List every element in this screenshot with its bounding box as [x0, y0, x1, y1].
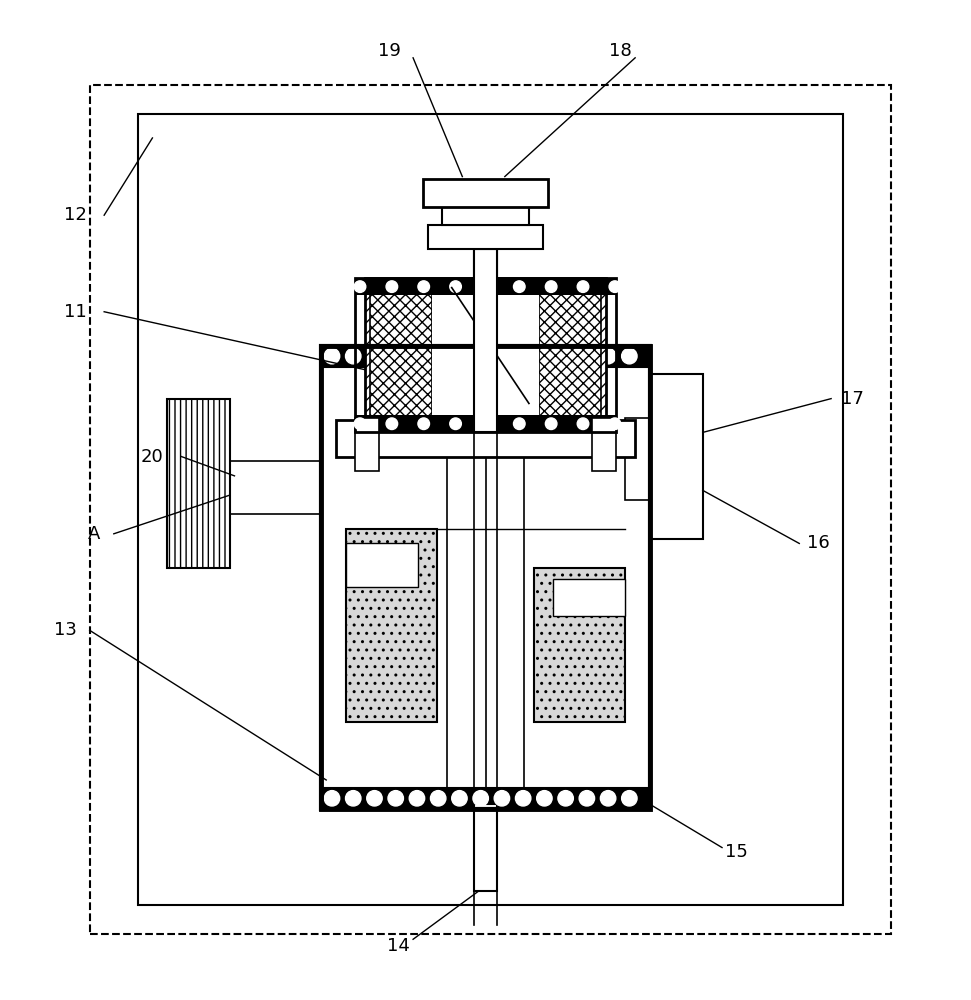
Text: 16: 16 [807, 534, 830, 552]
Circle shape [600, 348, 616, 364]
Bar [321, 346, 650, 367]
Circle shape [577, 281, 588, 292]
Text: A: A [88, 525, 101, 543]
Circle shape [430, 348, 446, 364]
Bar [346, 529, 437, 722]
Circle shape [450, 281, 461, 292]
Bar [422, 179, 549, 207]
Text: 12: 12 [64, 206, 86, 224]
Text: 13: 13 [54, 621, 77, 639]
Circle shape [450, 418, 461, 430]
Bar [321, 346, 650, 809]
Bar [591, 418, 616, 471]
Circle shape [409, 791, 424, 806]
Circle shape [388, 791, 403, 806]
Bar [355, 278, 616, 295]
Bar [432, 283, 539, 428]
Bar [534, 568, 625, 722]
Circle shape [609, 281, 620, 292]
Bar [474, 249, 497, 346]
Circle shape [354, 418, 366, 430]
Circle shape [494, 791, 510, 806]
Circle shape [386, 281, 398, 292]
Circle shape [418, 418, 429, 430]
Circle shape [354, 281, 366, 292]
Circle shape [546, 281, 557, 292]
Circle shape [494, 348, 510, 364]
Circle shape [514, 418, 525, 430]
Circle shape [537, 348, 552, 364]
Circle shape [388, 348, 403, 364]
Circle shape [600, 791, 616, 806]
Circle shape [346, 348, 361, 364]
Bar [365, 278, 606, 432]
Circle shape [482, 418, 493, 430]
Circle shape [324, 791, 340, 806]
Bar [167, 399, 230, 568]
Circle shape [537, 791, 552, 806]
Circle shape [482, 281, 493, 292]
Circle shape [324, 348, 340, 364]
Bar [321, 346, 650, 367]
Circle shape [579, 791, 594, 806]
Text: 19: 19 [378, 42, 400, 60]
Circle shape [473, 791, 488, 806]
Circle shape [558, 791, 573, 806]
Circle shape [514, 281, 525, 292]
Circle shape [386, 418, 398, 430]
Text: 17: 17 [841, 390, 864, 408]
Circle shape [609, 418, 620, 430]
Circle shape [346, 791, 361, 806]
Circle shape [558, 348, 573, 364]
Circle shape [516, 348, 531, 364]
Bar [442, 207, 529, 225]
Bar [321, 346, 650, 809]
Circle shape [516, 791, 531, 806]
Bar [625, 418, 650, 500]
Circle shape [452, 348, 467, 364]
Text: 11: 11 [64, 303, 86, 321]
Bar [553, 579, 625, 616]
Bar [474, 249, 497, 432]
Circle shape [579, 348, 594, 364]
Circle shape [621, 791, 637, 806]
Bar [89, 85, 891, 934]
Text: 14: 14 [387, 937, 410, 955]
Bar [370, 283, 432, 428]
Bar [336, 420, 635, 457]
Bar [321, 788, 650, 809]
Bar [539, 283, 601, 428]
Text: 18: 18 [609, 42, 632, 60]
Bar [138, 114, 843, 905]
Bar [321, 346, 650, 809]
Text: 15: 15 [725, 843, 748, 861]
Bar [355, 278, 616, 432]
Circle shape [367, 348, 383, 364]
Bar [321, 788, 650, 809]
Bar [346, 543, 418, 587]
Bar [355, 415, 616, 432]
Circle shape [367, 791, 383, 806]
Circle shape [418, 281, 429, 292]
Bar [650, 374, 703, 539]
Circle shape [473, 348, 488, 364]
Circle shape [546, 418, 557, 430]
Circle shape [430, 791, 446, 806]
Circle shape [409, 348, 424, 364]
Bar [474, 804, 497, 891]
Circle shape [452, 791, 467, 806]
Bar [427, 225, 544, 249]
Circle shape [621, 348, 637, 364]
Text: 20: 20 [141, 448, 164, 466]
Bar [230, 461, 321, 514]
Circle shape [577, 418, 588, 430]
Bar [355, 418, 380, 471]
